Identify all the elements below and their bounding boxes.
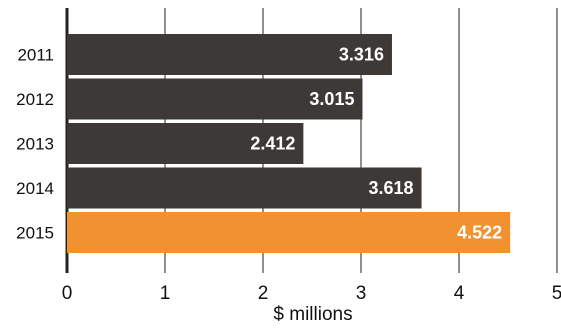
x-tick-label: 5 xyxy=(552,283,561,304)
category-labels: 2011 2012 2013 2014 2015 xyxy=(16,46,54,243)
bars: 3.316 3.015 2.412 3.618 4.522 xyxy=(67,34,511,253)
data-label-2011: 3.316 xyxy=(339,45,384,65)
x-axis-title: $ millions xyxy=(273,304,352,325)
x-tick-label: 2 xyxy=(258,283,269,304)
category-label-2014: 2014 xyxy=(16,179,54,198)
x-tick-label: 0 xyxy=(62,283,73,304)
data-label-2012: 3.015 xyxy=(309,89,354,109)
data-label-2015: 4.522 xyxy=(457,223,502,243)
x-tick-label: 3 xyxy=(356,283,367,304)
x-tick-label: 1 xyxy=(160,283,171,304)
bar-2014 xyxy=(67,167,422,209)
data-label-2013: 2.412 xyxy=(250,134,295,154)
x-tick-label: 4 xyxy=(454,283,465,304)
bar-2011 xyxy=(67,34,392,75)
category-label-2013: 2013 xyxy=(16,135,54,154)
x-tick-labels: 0 1 2 3 4 5 xyxy=(62,283,561,304)
category-label-2015: 2015 xyxy=(16,224,54,243)
category-label-2011: 2011 xyxy=(17,46,54,65)
bar-2015 xyxy=(67,212,511,253)
bar-2013 xyxy=(67,123,304,164)
category-label-2012: 2012 xyxy=(16,90,54,109)
data-label-2014: 3.618 xyxy=(369,178,414,198)
bar-2012 xyxy=(67,78,363,120)
